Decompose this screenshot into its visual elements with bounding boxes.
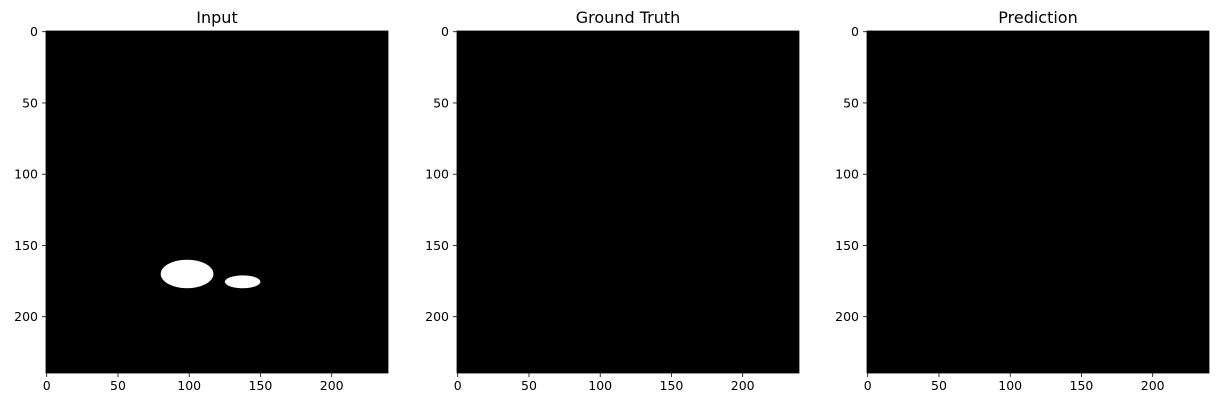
y-tick-label: 0 (851, 24, 859, 39)
panel-1: Ground Truth 0 50 100 150 200 0 50 100 150 200 (425, 8, 800, 393)
x-tick-label: 150 (249, 378, 273, 393)
y-tick-label: 100 (14, 167, 38, 182)
x-tick-label: 200 (320, 378, 344, 393)
y-tick-label: 100 (425, 167, 449, 182)
x-tick-label: 200 (1141, 378, 1165, 393)
y-tick-label: 200 (835, 309, 859, 324)
y-tick-label: 200 (14, 309, 38, 324)
y-tick-label: 50 (433, 95, 449, 110)
x-tick-label: 0 (454, 378, 462, 393)
x-tick-label: 0 (43, 378, 51, 393)
panel-2: Prediction 0 50 100 150 200 0 50 100 150 200 (835, 8, 1210, 393)
axes-frame (45, 30, 389, 374)
image-background (867, 31, 1209, 373)
x-tick-label: 50 (521, 378, 537, 393)
axes-frame (456, 30, 800, 374)
panel-title: Ground Truth (576, 8, 681, 27)
y-tick-label: 0 (30, 24, 38, 39)
axes-frame (866, 30, 1210, 374)
x-tick-label: 150 (1070, 378, 1094, 393)
y-tick-label: 200 (425, 309, 449, 324)
y-tick-label: 50 (843, 95, 859, 110)
y-tick-label: 150 (14, 238, 38, 253)
bright-region-1 (224, 275, 261, 289)
x-tick-label: 100 (588, 378, 612, 393)
image-background (46, 31, 388, 373)
y-tick-label: 150 (835, 238, 859, 253)
panel-0: Input 0 50 100 150 200 0 50 100 150 200 (14, 8, 389, 393)
x-tick-label: 100 (998, 378, 1022, 393)
x-tick-label: 50 (931, 378, 947, 393)
bright-region-0 (160, 259, 214, 289)
panel-title: Prediction (998, 8, 1077, 27)
y-tick-label: 50 (22, 95, 38, 110)
y-tick-label: 0 (441, 24, 449, 39)
panel-title: Input (196, 8, 237, 27)
x-tick-label: 150 (660, 378, 684, 393)
y-tick-label: 100 (835, 167, 859, 182)
x-tick-label: 200 (731, 378, 755, 393)
x-tick-label: 100 (177, 378, 201, 393)
y-tick-label: 150 (425, 238, 449, 253)
image-background (457, 31, 799, 373)
x-tick-label: 0 (864, 378, 872, 393)
x-tick-label: 50 (110, 378, 126, 393)
